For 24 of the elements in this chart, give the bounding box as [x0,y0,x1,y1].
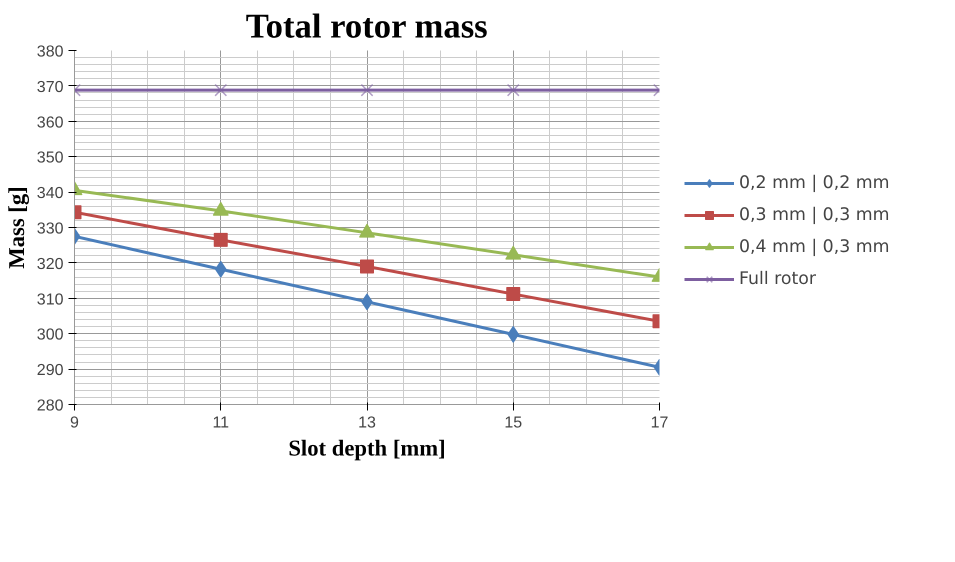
point [360,259,374,274]
x-tick-label: 13 [358,414,376,432]
y-tick-label: 280 [36,398,64,414]
x-tick-label: 17 [650,414,668,432]
legend-label: 0,3 mm | 0,3 mm [739,204,890,224]
y-axis-title: Mass [g] [4,186,29,269]
x-tick-label: 9 [70,414,80,432]
y-tick-label: 300 [36,326,64,344]
y-tick-label: 380 [36,44,64,60]
legend-label: 0,4 mm | 0,3 mm [739,236,890,256]
legend-label: 0,2 mm | 0,2 mm [739,172,890,192]
x-tick-label: 15 [504,414,522,432]
y-tick-label: 330 [36,220,64,238]
chart-title: Total rotor mass [246,8,488,46]
y-tick-label: 370 [36,78,64,96]
x-axis-title: Slot depth [mm] [288,436,446,460]
y-tick-label: 350 [36,150,64,167]
y-tick-label: 320 [36,256,64,273]
y-tick-label: 360 [36,114,64,132]
y-tick-label: 290 [36,362,64,380]
x-tick-label: 11 [212,414,230,432]
y-tick-label: 310 [36,291,64,308]
y-tick-label: 340 [36,185,64,202]
legend-label: Full rotor [739,268,816,288]
